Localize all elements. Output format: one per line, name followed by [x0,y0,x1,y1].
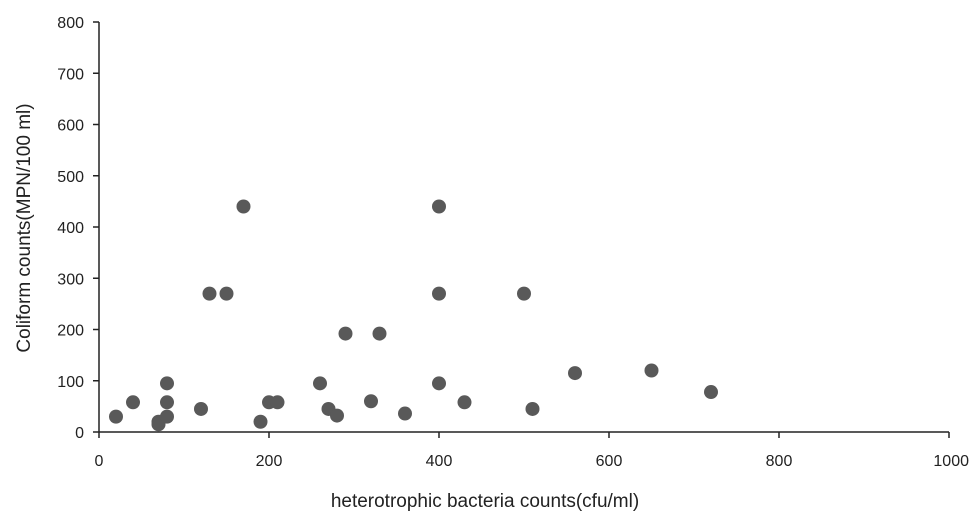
data-point [330,408,344,423]
y-tick-label: 600 [57,118,84,135]
y-axis-label: Coliform counts(MPN/100 ml) [14,103,35,352]
x-tick-label: 0 [95,453,104,470]
y-tick-label: 300 [57,271,84,288]
y-tick-label: 500 [57,169,84,186]
x-tick-label: 600 [596,453,623,470]
x-tick-label: 400 [426,453,453,470]
data-point [432,286,446,301]
x-tick-label: 1000 [933,453,969,470]
data-point [253,414,268,429]
data-point [398,406,412,421]
data-point [517,286,531,301]
data-point [568,366,582,381]
y-tick-label: 400 [57,220,84,237]
data-point [126,395,140,410]
y-tick-label: 200 [57,323,84,340]
y-tick-label: 800 [57,15,84,32]
data-points [109,199,718,432]
data-point [160,409,174,424]
data-point [160,395,174,410]
data-point [219,286,234,301]
x-axis-label: heterotrophic bacteria counts(cfu/ml) [331,491,639,512]
data-point [432,199,446,214]
y-tick-label: 100 [57,374,84,391]
data-point [457,395,472,410]
y-axis: 0 100 200 300 400 500 600 700 800 [57,15,100,442]
data-point [313,376,327,391]
data-point [372,326,387,341]
data-point [109,409,123,424]
data-point [194,401,208,416]
data-point [364,394,378,409]
y-tick-label: 0 [75,425,84,442]
data-point [644,363,659,378]
y-tick-label: 700 [57,66,84,83]
x-tick-label: 800 [766,453,793,470]
data-point [202,286,217,301]
data-point [160,376,174,391]
data-point [338,326,353,341]
data-point [525,401,540,416]
data-point [236,199,251,214]
x-tick-label: 200 [256,453,283,470]
data-point [704,385,718,400]
x-axis: 0 200 400 600 800 1000 [95,431,969,470]
data-point [270,395,285,410]
data-point [432,376,446,391]
